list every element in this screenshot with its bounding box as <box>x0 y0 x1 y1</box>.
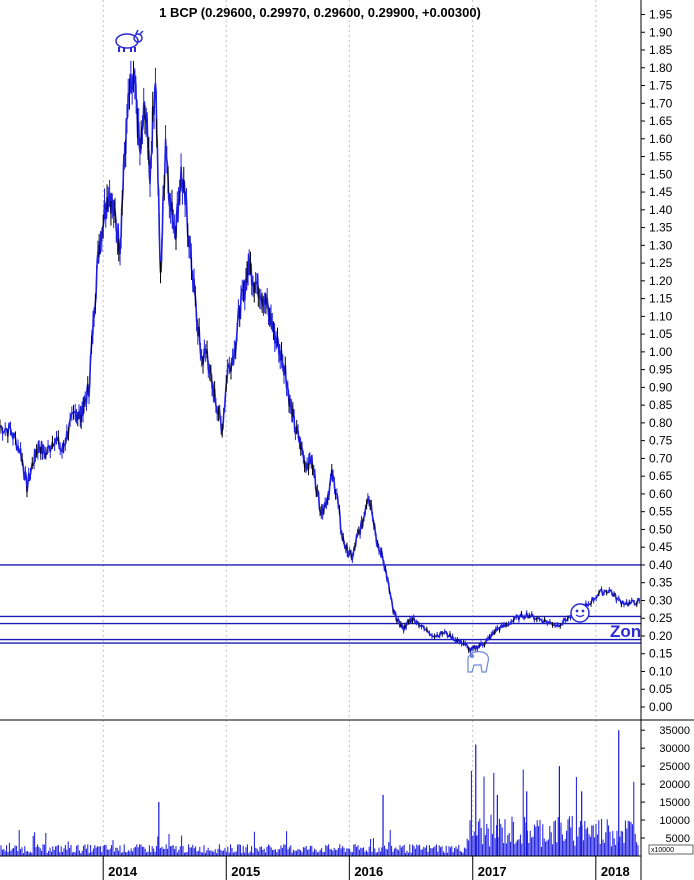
y-tick-label-1.65: 1.65 <box>649 114 673 128</box>
y-tick-label-1.00: 1.00 <box>649 345 673 359</box>
y-tick-label-0.60: 0.60 <box>649 487 673 501</box>
y-tick-label-0.10: 0.10 <box>649 664 673 678</box>
y-tick-label-0.90: 0.90 <box>649 380 673 394</box>
x-tick-label-2014: 2014 <box>108 864 138 879</box>
y-tick-label-0.15: 0.15 <box>649 647 673 661</box>
volume-tick-label-10000: 10000 <box>659 815 690 827</box>
y-tick-label-0.55: 0.55 <box>649 505 673 519</box>
y-tick-label-0.00: 0.00 <box>649 700 673 714</box>
y-tick-label-0.45: 0.45 <box>649 540 673 554</box>
volume-tick-label-35000: 35000 <box>659 725 690 737</box>
zone-annotation: Zon <box>610 622 641 641</box>
y-tick-label-1.15: 1.15 <box>649 292 673 306</box>
y-tick-label-1.85: 1.85 <box>649 43 673 57</box>
volume-tick-label-20000: 20000 <box>659 779 690 791</box>
chart-title: 1 BCP (0.29600, 0.29970, 0.29600, 0.2990… <box>159 5 481 20</box>
y-tick-label-1.90: 1.90 <box>649 25 673 39</box>
volume-axis: 5000 10000 15000 20000 25000 30000 35000 <box>641 725 690 845</box>
x-tick-label-2015: 2015 <box>231 864 260 879</box>
zone-lines <box>0 564 641 644</box>
y-tick-label-1.10: 1.10 <box>649 309 673 323</box>
y-tick-label-0.35: 0.35 <box>649 576 673 590</box>
y-tick-label-1.75: 1.75 <box>649 79 673 93</box>
y-tick-label-0.70: 0.70 <box>649 451 673 465</box>
y-tick-label-0.25: 0.25 <box>649 611 673 625</box>
y-tick-label-0.80: 0.80 <box>649 416 673 430</box>
smiley-icon <box>570 603 590 623</box>
y-tick-label-1.70: 1.70 <box>649 96 673 110</box>
y-tick-label-1.50: 1.50 <box>649 167 673 181</box>
y-tick-label-1.05: 1.05 <box>649 327 673 341</box>
volume-bars <box>0 730 639 856</box>
y-tick-label-1.45: 1.45 <box>649 185 673 199</box>
x-tick-label-2017: 2017 <box>478 864 507 879</box>
y-tick-label-1.80: 1.80 <box>649 61 673 75</box>
volume-tick-label-5000: 5000 <box>666 833 690 845</box>
bull-icon <box>115 29 144 52</box>
y-tick-label-0.40: 0.40 <box>649 558 673 572</box>
y-tick-label-0.75: 0.75 <box>649 434 673 448</box>
y-tick-label-1.30: 1.30 <box>649 238 673 252</box>
price-axis: 0.00 0.05 0.10 0.15 0.20 0.25 0.30 0.35 0.40 0.45… <box>640 0 673 880</box>
y-tick-label-1.20: 1.20 <box>649 274 673 288</box>
y-tick-label-1.55: 1.55 <box>649 150 673 164</box>
volume-scale-box <box>648 844 694 855</box>
y-tick-label-0.50: 0.50 <box>649 522 673 536</box>
y-tick-label-1.35: 1.35 <box>649 221 673 235</box>
volume-scale-label: x10000 <box>651 847 674 854</box>
volume-tick-label-15000: 15000 <box>659 797 690 809</box>
y-tick-label-1.25: 1.25 <box>649 256 673 270</box>
volume-tick-label-30000: 30000 <box>659 743 690 755</box>
y-tick-label-0.20: 0.20 <box>649 629 673 643</box>
y-tick-label-0.85: 0.85 <box>649 398 673 412</box>
x-tick-label-2016: 2016 <box>354 864 383 879</box>
bear-icon <box>467 651 489 673</box>
x-axis: 2014 2015 2016 2017 2018 <box>0 855 641 880</box>
volume-tick-label-25000: 25000 <box>659 761 690 773</box>
y-tick-label-0.30: 0.30 <box>649 593 673 607</box>
y-tick-label-1.95: 1.95 <box>649 8 673 22</box>
y-tick-label-0.65: 0.65 <box>649 469 673 483</box>
price-series <box>0 60 640 654</box>
y-tick-label-0.95: 0.95 <box>649 363 673 377</box>
y-tick-label-1.40: 1.40 <box>649 203 673 217</box>
y-tick-label-1.60: 1.60 <box>649 132 673 146</box>
y-tick-label-0.05: 0.05 <box>649 682 673 696</box>
x-tick-label-2018: 2018 <box>601 864 630 879</box>
